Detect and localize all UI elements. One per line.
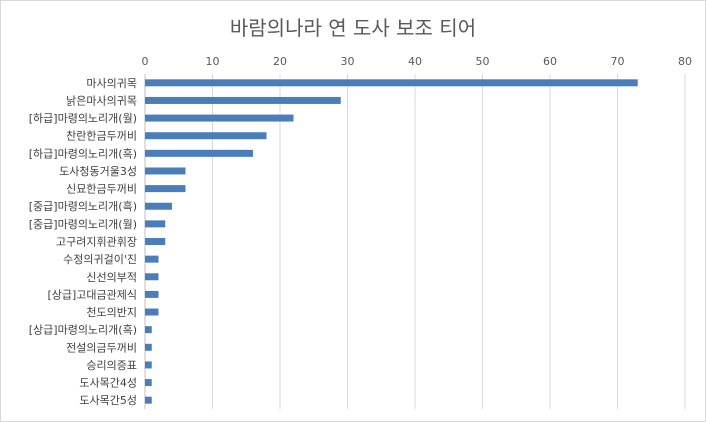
- category-label: 도사목간5성: [79, 394, 137, 407]
- category-label: 찬란한금두꺼비: [66, 129, 137, 143]
- category-label: 수정의귀걸이'진: [63, 253, 137, 266]
- x-tick-label: 70: [611, 55, 625, 68]
- category-label: 마사의귀목: [86, 77, 137, 90]
- category-label: [하급]마령의노리개(월): [29, 111, 137, 125]
- category-label: 신선의부적: [86, 271, 137, 284]
- x-tick-label: 40: [408, 55, 422, 68]
- bar: [145, 255, 159, 263]
- category-label: [중급]마령의노리개(월): [29, 218, 137, 231]
- category-label: 전설의금두꺼비: [66, 341, 137, 354]
- bar: [145, 167, 186, 175]
- bar: [145, 132, 267, 140]
- category-label: 신묘한금두꺼비: [66, 183, 137, 196]
- category-label: 천도의반지: [86, 305, 137, 319]
- x-tick-label: 50: [476, 55, 490, 68]
- x-tick-label: 30: [341, 55, 355, 68]
- bar: [145, 202, 172, 210]
- bars: [145, 79, 638, 404]
- x-axis-ticks: 0 10 20 30 40 50 60 70 80: [142, 55, 693, 68]
- bar: [145, 220, 166, 228]
- bar: [145, 379, 152, 387]
- bar: [145, 238, 166, 245]
- x-tick-label: 10: [206, 55, 220, 68]
- category-label: [하급]마령의노리개(흑): [29, 146, 137, 160]
- gridlines: [212, 74, 686, 409]
- x-tick-label: 20: [273, 55, 287, 68]
- bar: [145, 396, 152, 404]
- bar: [145, 96, 341, 104]
- category-label: [상급]고대금관제식: [47, 288, 137, 301]
- x-tick-label: 60: [543, 55, 557, 68]
- bar: [145, 149, 253, 157]
- category-label: 도사청동거울3성: [59, 165, 137, 178]
- bar: [145, 273, 159, 281]
- bar: [145, 326, 152, 334]
- category-label: [중급]마령의노리개(흑): [29, 199, 137, 213]
- x-tick-label: 80: [678, 55, 692, 68]
- bar: [145, 343, 152, 351]
- bar: [145, 114, 294, 122]
- category-label: 낡은마사의귀목: [66, 94, 137, 107]
- x-tick-label: 0: [142, 55, 149, 68]
- bar: [145, 308, 159, 316]
- bar: [145, 79, 638, 87]
- category-label: [상급]마령의노리개(흑): [29, 323, 137, 337]
- category-label: 도사목간4성: [79, 377, 137, 390]
- bar: [145, 361, 152, 369]
- bar: [145, 290, 159, 298]
- bar: [145, 185, 186, 193]
- chart-title: 바람의나라 연 도사 보조 티어: [230, 16, 476, 40]
- category-label: 고구려지휘관휘장: [56, 236, 137, 249]
- category-label: 승리의증표: [86, 359, 137, 372]
